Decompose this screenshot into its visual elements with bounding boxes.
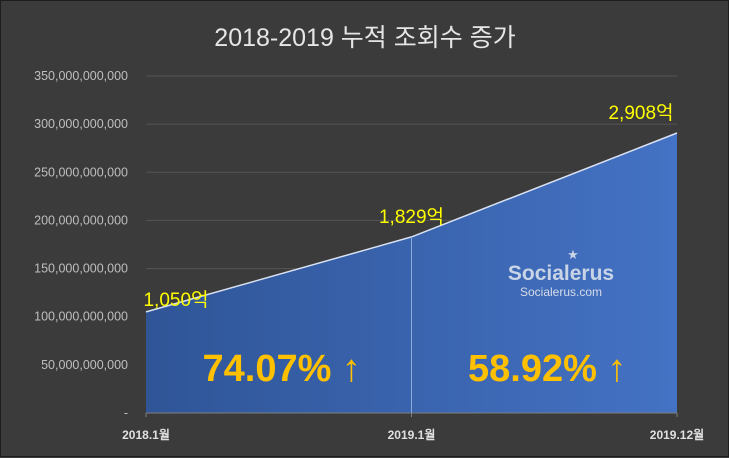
growth-annotations: 74.07% ↑ 58.92% ↑ bbox=[203, 348, 627, 390]
area-top-line bbox=[145, 132, 678, 313]
y-tick-label: 100,000,000,000 bbox=[34, 310, 128, 324]
y-tick-label: 50,000,000,000 bbox=[41, 358, 128, 372]
y-tick-label: 150,000,000,000 bbox=[34, 262, 128, 276]
x-tick-label: 2019.1월 bbox=[388, 427, 436, 442]
area-series bbox=[145, 132, 678, 414]
watermark: Socialerus Socialerus.com ★ bbox=[508, 248, 614, 299]
y-axis-ticks: - 50,000,000,000 100,000,000,000 150,000,00… bbox=[34, 69, 128, 420]
data-labels: 1,050억 1,829억 2,908억 bbox=[143, 102, 673, 311]
x-tick-label: 2019.12월 bbox=[650, 427, 704, 442]
y-tick-label: 300,000,000,000 bbox=[34, 117, 128, 131]
watermark-url: Socialerus.com bbox=[520, 285, 602, 299]
growth-annotation: 74.07% ↑ bbox=[203, 348, 361, 390]
data-label: 1,829억 bbox=[379, 206, 444, 228]
data-label: 2,908억 bbox=[608, 102, 673, 124]
data-label: 1,050억 bbox=[143, 289, 208, 311]
star-icon: ★ bbox=[567, 248, 579, 263]
y-tick-label: 250,000,000,000 bbox=[34, 165, 128, 179]
y-tick-label: - bbox=[124, 406, 128, 420]
y-tick-label: 350,000,000,000 bbox=[34, 69, 128, 83]
x-tick-label: 2018.1월 bbox=[122, 427, 170, 442]
watermark-brand: Socialerus bbox=[508, 262, 614, 285]
chart-title: 2018-2019 누적 조회수 증가 bbox=[214, 24, 515, 52]
y-tick-label: 200,000,000,000 bbox=[34, 213, 128, 227]
x-axis-ticks: 2018.1월 2019.1월 2019.12월 bbox=[122, 413, 704, 442]
growth-annotation: 58.92% ↑ bbox=[468, 348, 626, 390]
